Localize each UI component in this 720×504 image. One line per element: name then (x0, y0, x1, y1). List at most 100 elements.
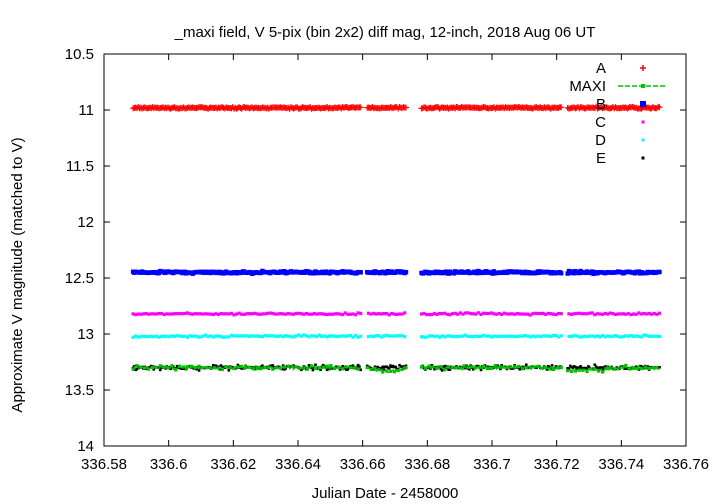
data-point (205, 365, 209, 370)
data-point (291, 312, 296, 316)
series-c (131, 311, 662, 317)
data-point (329, 363, 333, 368)
data-point (144, 311, 148, 316)
data-point (525, 312, 530, 316)
data-point (312, 334, 316, 338)
data-point (284, 334, 288, 338)
data-point (400, 312, 404, 316)
data-point (435, 312, 439, 316)
y-tick-label: 12.5 (65, 270, 94, 287)
series-a (130, 103, 663, 112)
data-point (598, 335, 602, 339)
data-point (211, 335, 215, 339)
data-point (154, 365, 158, 369)
data-point (198, 335, 202, 339)
data-point (585, 369, 589, 374)
data-point (438, 311, 442, 316)
data-point (185, 335, 190, 339)
data-point (593, 313, 597, 317)
data-point (557, 335, 561, 339)
data-point (400, 334, 404, 338)
data-point (580, 335, 584, 339)
data-point (167, 312, 171, 316)
data-point (291, 335, 296, 339)
data-point (267, 365, 271, 369)
y-tick-label: 13 (77, 326, 94, 343)
data-point (219, 311, 223, 316)
data-point (471, 312, 475, 316)
data-point (224, 365, 228, 369)
data-point (356, 367, 360, 371)
data-point (612, 367, 616, 371)
data-point (162, 312, 166, 317)
data-point (658, 365, 661, 369)
data-point (403, 335, 407, 339)
y-tick-label: 10.5 (65, 46, 94, 63)
data-point (520, 367, 524, 371)
data-point (157, 311, 161, 316)
data-point (585, 335, 589, 339)
data-point (286, 334, 290, 338)
data-point (624, 312, 628, 316)
data-point (558, 104, 565, 111)
data-point (572, 334, 576, 338)
data-point (289, 312, 293, 316)
data-point (551, 312, 556, 316)
data-point (357, 104, 364, 111)
data-point (154, 334, 158, 338)
data-point (317, 366, 321, 370)
data-point (169, 367, 172, 371)
data-point (422, 335, 426, 339)
data-point (374, 312, 378, 316)
series-b (130, 268, 662, 277)
data-point (551, 333, 556, 338)
data-point (433, 367, 436, 371)
data-point (456, 334, 460, 339)
data-point (501, 365, 505, 369)
data-point (632, 312, 636, 316)
x-tick-label: 336.66 (340, 456, 386, 473)
data-point (541, 334, 545, 338)
data-point (379, 312, 384, 316)
data-point (141, 312, 146, 316)
data-point (646, 365, 650, 368)
data-point (639, 366, 643, 371)
data-point (319, 368, 322, 372)
data-point (380, 367, 383, 370)
data-point (551, 367, 556, 371)
data-point (606, 312, 610, 316)
data-point (369, 367, 373, 372)
data-point (185, 311, 190, 315)
data-point (165, 312, 169, 316)
data-point (458, 311, 462, 315)
data-point (351, 335, 355, 339)
data-point (430, 312, 434, 317)
data-point (623, 367, 626, 371)
data-point (616, 367, 620, 371)
data-point (558, 271, 564, 276)
data-point (590, 269, 595, 274)
data-point (566, 369, 570, 373)
data-point (273, 334, 277, 338)
data-point (481, 364, 486, 369)
data-point (309, 312, 314, 316)
plot-data (130, 103, 663, 374)
data-point (255, 367, 259, 371)
data-point (396, 368, 400, 372)
x-tick-label: 336.68 (404, 456, 450, 473)
data-point (348, 312, 352, 316)
data-point (224, 312, 228, 316)
data-point (209, 334, 213, 338)
data-point (278, 334, 283, 338)
data-point (502, 334, 506, 338)
data-point (250, 334, 254, 338)
data-point (242, 334, 246, 338)
data-point (559, 312, 563, 316)
data-point (236, 363, 240, 367)
data-point (474, 312, 478, 316)
data-point (481, 311, 486, 315)
data-point (540, 366, 544, 370)
data-point (533, 311, 537, 315)
data-point (382, 368, 386, 371)
data-point (278, 312, 283, 316)
